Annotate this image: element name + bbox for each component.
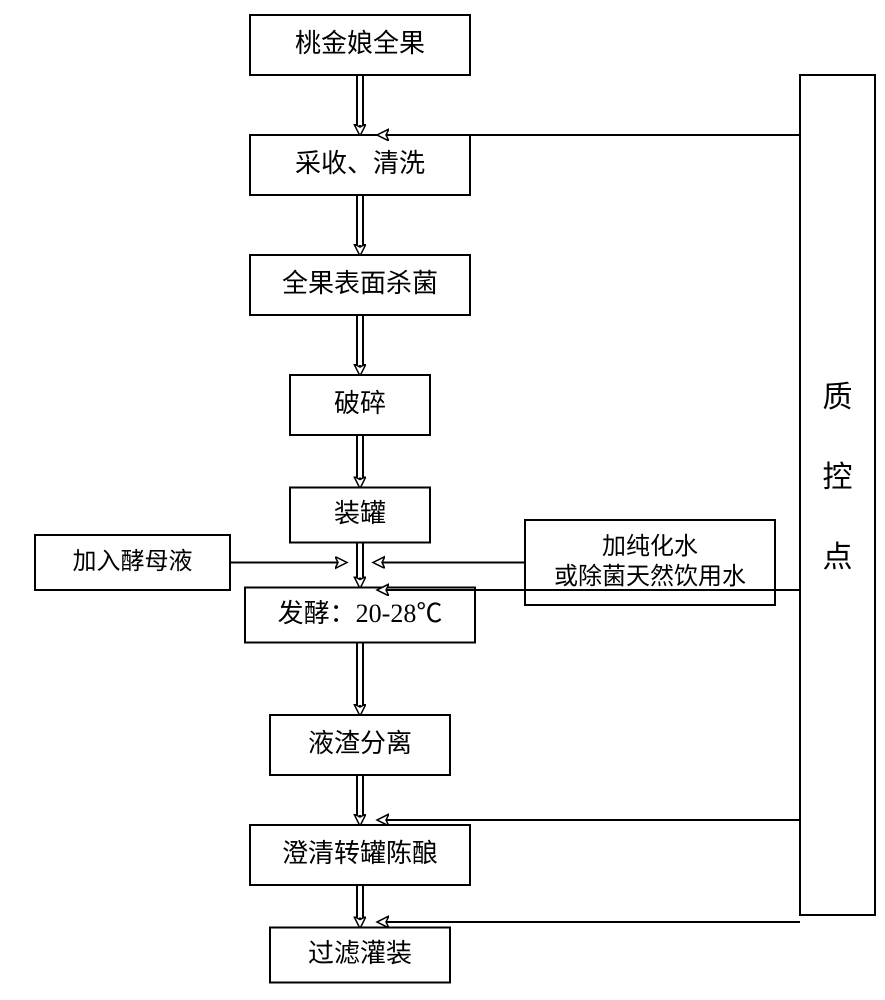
label: 澄清转罐陈酿 [282,839,438,868]
qc-label-char: 点 [823,541,853,574]
side-left-yeast: 加入酵母液 [35,535,230,590]
qc-box: 质控点 [800,75,875,915]
step-s9: 过滤灌装 [270,928,450,983]
label: 桃金娘全果 [295,29,425,58]
label: 装罐 [334,499,386,528]
step-s7: 液渣分离 [270,715,450,775]
qc-label-char: 控 [823,461,853,494]
label: 液渣分离 [308,729,412,758]
label: 发酵：20-28℃ [278,599,443,628]
qc-label-char: 质 [823,381,853,414]
label: 过滤灌装 [308,939,412,968]
side-right-water: 加纯化水或除菌天然饮用水 [525,520,775,605]
step-s3: 全果表面杀菌 [250,255,470,315]
label: 或除菌天然饮用水 [554,563,746,590]
step-s2: 采收、清洗 [250,135,470,195]
step-s5: 装罐 [290,488,430,543]
label: 采收、清洗 [295,149,425,178]
step-s4: 破碎 [290,375,430,435]
label: 破碎 [334,389,386,418]
label: 全果表面杀菌 [282,269,438,298]
label: 加入酵母液 [73,548,193,575]
label: 加纯化水 [602,533,698,560]
step-s8: 澄清转罐陈酿 [250,825,470,885]
step-s6: 发酵：20-28℃ [245,588,475,643]
step-s1: 桃金娘全果 [250,15,470,75]
